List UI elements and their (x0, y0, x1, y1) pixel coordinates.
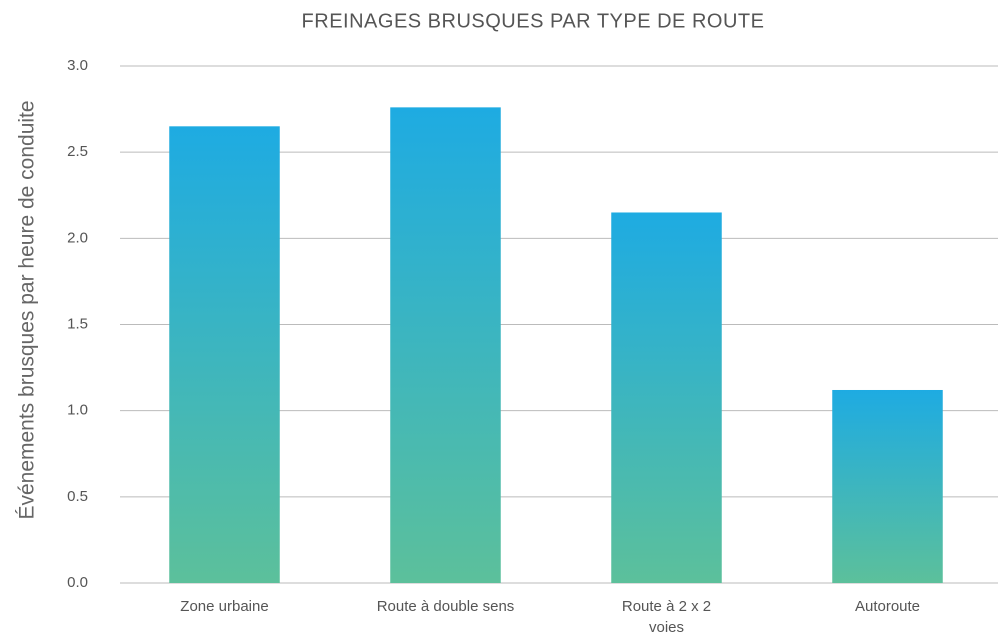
y-tick-label: 1.0 (67, 402, 88, 419)
y-axis-label: Événements brusques par heure de conduit… (16, 100, 39, 519)
bar (611, 212, 722, 583)
bar (169, 126, 280, 584)
x-tick-label: Zone urbaine (180, 598, 269, 615)
y-tick-label: 0.5 (67, 488, 88, 505)
chart-title: FREINAGES BRUSQUES PAR TYPE DE ROUTE (302, 10, 765, 32)
x-tick-label: Autoroute (854, 598, 921, 615)
bar (390, 107, 501, 584)
bar (832, 389, 943, 583)
y-tick-label: 2.0 (67, 229, 88, 246)
x-tick-label: Route à double sens (376, 598, 515, 615)
y-tick-label: 2.5 (67, 143, 88, 160)
y-tick-label: 1.5 (67, 315, 88, 332)
y-tick-label: 0.0 (67, 574, 88, 591)
x-tick-label: Route à 2 x 2 voies (621, 598, 712, 636)
y-tick-label: 3.0 (67, 57, 88, 74)
